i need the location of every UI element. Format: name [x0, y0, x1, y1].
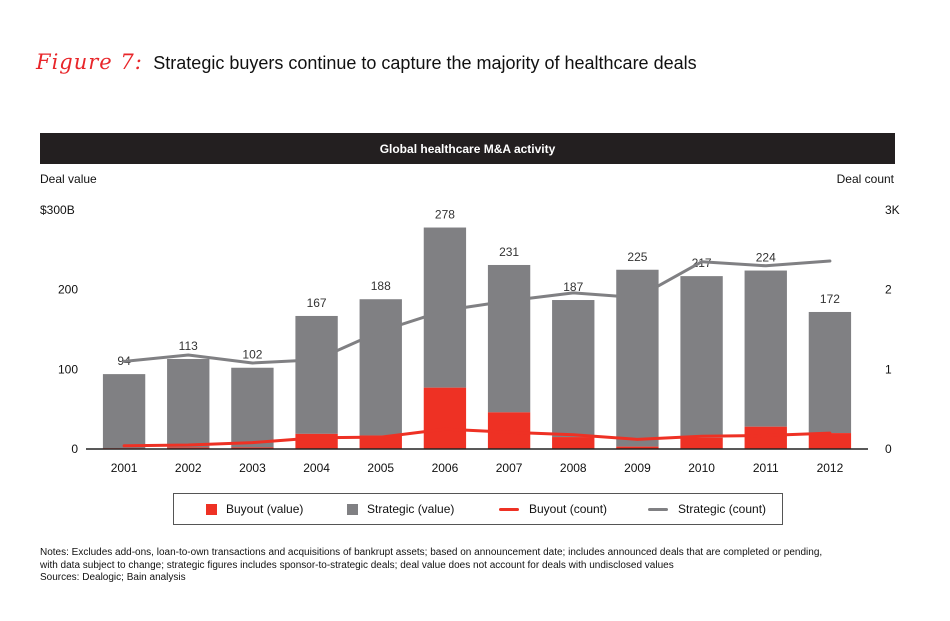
x-axis-tick-label: 2003	[239, 461, 266, 475]
x-axis-tick-label: 2005	[367, 461, 394, 475]
bar-total-label: 187	[563, 280, 583, 294]
chart-title: Global healthcare M&A activity	[379, 141, 556, 156]
right-axis-tick-label: 3K	[885, 203, 900, 217]
bar-strategic-value	[167, 358, 210, 448]
chart-legend: Buyout (value) Strategic (value) Buyout …	[173, 493, 783, 525]
bar-buyout-value	[167, 447, 210, 449]
left-axis-tick-label: $300B	[40, 203, 75, 217]
right-axis-tick-label: 2	[885, 283, 892, 297]
x-axis-tick-label: 2006	[432, 461, 459, 475]
notes-line-3: Sources: Dealogic; Bain analysis	[40, 572, 186, 583]
bar-total-label: 225	[627, 250, 647, 264]
x-axis-tick-label: 2008	[560, 461, 587, 475]
legend-label-buyout-value: Buyout (value)	[226, 502, 304, 516]
chart-title-banner: Global healthcare M&A activity	[40, 133, 895, 164]
line-buyout-count	[122, 427, 832, 448]
bar-buyout-value	[295, 433, 338, 449]
legend-item-strategic-count: Strategic (count)	[648, 494, 766, 524]
bar-buyout-value	[552, 437, 595, 449]
bar-buyout-value	[808, 433, 852, 449]
left-axis-tick-label: 100	[58, 362, 78, 376]
x-axis-tick-label: 2011	[753, 461, 779, 475]
bar-strategic-value	[102, 374, 146, 449]
left-axis-tick-label: 0	[71, 442, 78, 456]
bar-buyout-value	[359, 435, 402, 449]
bar-total-label: 188	[371, 279, 391, 293]
figure-heading: Strategic buyers continue to capture the…	[153, 53, 697, 73]
left-axis-title: Deal value	[40, 172, 97, 186]
bar-strategic-value	[808, 311, 852, 434]
bar-strategic-value	[295, 315, 338, 434]
x-axis-tick-label: 2009	[624, 461, 651, 475]
bar-total-label: 172	[820, 292, 840, 306]
notes-line-1: Notes: Excludes add-ons, loan-to-own tra…	[40, 547, 823, 558]
bar-buyout-value	[616, 446, 659, 449]
bar-strategic-value	[552, 300, 595, 438]
legend-swatch-strategic-count	[648, 507, 668, 511]
bar-total-label: 102	[242, 348, 262, 362]
x-axis-tick-label: 2007	[496, 461, 523, 475]
bar-total-label: 278	[435, 208, 455, 222]
bar-buyout-value	[231, 447, 274, 449]
legend-label-buyout-count: Buyout (count)	[529, 502, 608, 516]
legend-label-strategic-count: Strategic (count)	[678, 502, 767, 516]
chart-canvas: 0100200$300B0123K94200111320021022003167…	[40, 203, 900, 475]
legend-swatch-buyout-value	[206, 503, 217, 515]
bar-buyout-value	[744, 426, 787, 449]
legend-swatch-strategic-value	[347, 503, 358, 515]
bar-strategic-value	[616, 269, 659, 447]
figure-label: Figure 7:	[36, 50, 143, 74]
legend-item-strategic-value: Strategic (value)	[347, 494, 454, 524]
bar-buyout-value	[423, 387, 467, 449]
legend-label-strategic-value: Strategic (value)	[367, 502, 455, 516]
x-axis-tick-label: 2010	[688, 461, 715, 475]
bar-total-label: 224	[756, 251, 776, 265]
bar-strategic-value	[231, 367, 274, 448]
bar-strategic-value	[680, 276, 723, 438]
notes-line-2: with data subject to change; strategic f…	[40, 559, 674, 571]
right-axis-title: Deal count	[836, 172, 894, 186]
x-axis-tick-label: 2001	[111, 461, 138, 475]
left-axis-tick-label: 200	[58, 283, 78, 297]
x-axis-tick-label: 2004	[303, 461, 330, 475]
chart-notes: Notes: Excludes add-ons, loan-to-own tra…	[40, 547, 910, 585]
bar-total-label: 167	[307, 296, 327, 310]
figure-title: Figure 7: Strategic buyers continue to c…	[36, 50, 697, 76]
line-strategic-count	[122, 259, 832, 365]
legend-swatch-buyout-count	[499, 507, 519, 511]
bar-strategic-value	[359, 299, 402, 436]
right-axis-tick-label: 0	[885, 442, 892, 456]
right-axis-tick-label: 1	[885, 362, 892, 376]
legend-item-buyout-count: Buyout (count)	[499, 494, 607, 524]
legend-item-buyout-value: Buyout (value)	[206, 494, 303, 524]
bar-buyout-value	[680, 437, 723, 449]
bar-total-label: 231	[499, 245, 519, 259]
x-axis-tick-label: 2002	[175, 461, 202, 475]
bar-total-label: 113	[179, 339, 198, 353]
bar-strategic-value	[487, 264, 531, 413]
x-axis-tick-label: 2012	[817, 461, 844, 475]
bar-strategic-value	[744, 270, 787, 427]
